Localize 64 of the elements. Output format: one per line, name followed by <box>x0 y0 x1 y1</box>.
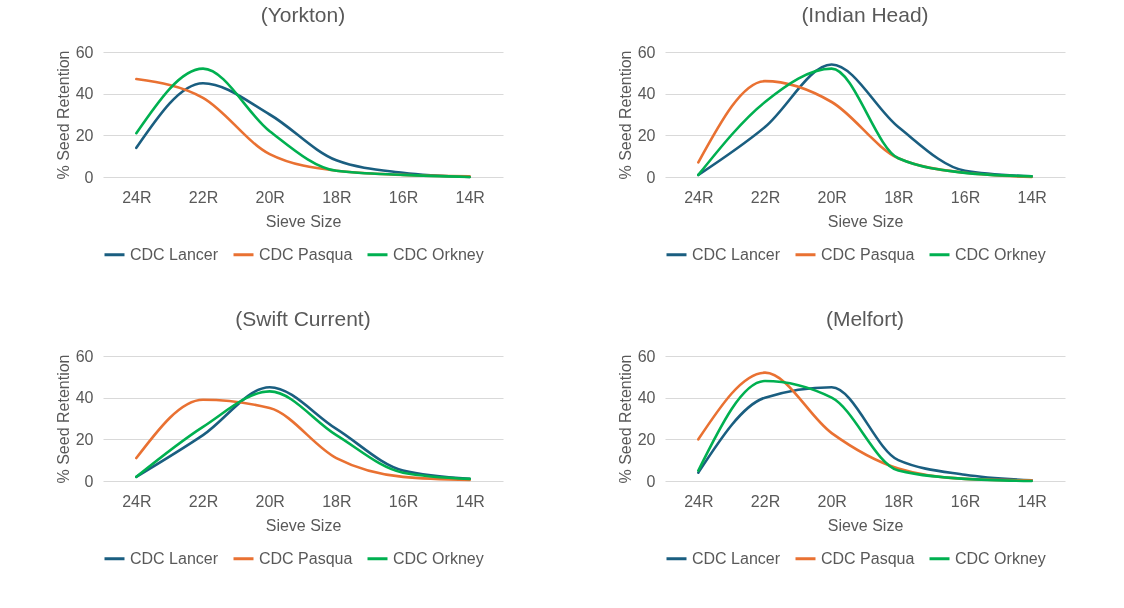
x-tick-label: 14R <box>1016 492 1047 510</box>
y-tick-label: 60 <box>637 43 656 61</box>
y-tick-label: 60 <box>75 43 94 61</box>
x-tick-label: 14R <box>454 492 485 510</box>
y-tick-label: 20 <box>75 430 94 448</box>
y-tick-label: 60 <box>75 347 94 365</box>
y-tick-label: 20 <box>637 126 656 144</box>
legend-label: CDC Pasqua <box>820 245 914 263</box>
x-tick-label: 22R <box>750 492 780 510</box>
y-tick-label: 0 <box>84 472 94 490</box>
y-axis-title: % Seed Retention <box>616 354 634 484</box>
x-tick-label: 18R <box>883 492 914 510</box>
legend-label: CDC Lancer <box>129 549 219 567</box>
x-tick-label: 24R <box>121 492 152 510</box>
x-tick-label: 14R <box>454 188 485 206</box>
x-tick-label: 20R <box>254 492 285 510</box>
x-tick-label: 20R <box>816 492 847 510</box>
chart-title: (Indian Head) <box>800 3 929 26</box>
x-tick-label: 20R <box>816 188 847 206</box>
x-tick-label: 22R <box>188 492 218 510</box>
x-tick-label: 16R <box>950 188 980 206</box>
x-tick-label: 18R <box>321 188 352 206</box>
chart-title: (Swift Current) <box>234 307 371 330</box>
x-axis-title: Sieve Size <box>265 212 341 230</box>
x-tick-label: 24R <box>683 188 714 206</box>
y-axis-title: % Seed Retention <box>616 50 634 180</box>
x-tick-label: 14R <box>1016 188 1047 206</box>
y-tick-label: 0 <box>646 472 656 490</box>
x-tick-label: 22R <box>750 188 780 206</box>
legend-label: CDC Pasqua <box>820 549 914 567</box>
chart-title: (Yorkton) <box>260 3 345 26</box>
x-tick-label: 18R <box>321 492 352 510</box>
legend-label: CDC Pasqua <box>258 549 352 567</box>
y-axis-title: % Seed Retention <box>54 354 72 484</box>
y-tick-label: 40 <box>637 85 656 103</box>
legend-label: CDC Orkney <box>954 549 1046 567</box>
y-tick-label: 60 <box>637 347 656 365</box>
x-tick-label: 16R <box>388 492 418 510</box>
legend-label: CDC Orkney <box>954 245 1046 263</box>
x-tick-label: 20R <box>254 188 285 206</box>
y-tick-label: 0 <box>646 168 656 186</box>
x-tick-label: 16R <box>388 188 418 206</box>
legend-label: CDC Pasqua <box>258 245 352 263</box>
legend-label: CDC Lancer <box>129 245 219 263</box>
x-tick-label: 24R <box>121 188 152 206</box>
y-axis-title: % Seed Retention <box>54 50 72 180</box>
legend-label: CDC Lancer <box>691 245 781 263</box>
y-tick-label: 20 <box>75 126 94 144</box>
chart-title: (Melfort) <box>825 307 904 330</box>
x-tick-label: 22R <box>188 188 218 206</box>
x-axis-title: Sieve Size <box>827 516 903 534</box>
y-tick-label: 0 <box>84 168 94 186</box>
legend-label: CDC Orkney <box>392 245 484 263</box>
y-tick-label: 40 <box>637 389 656 407</box>
y-tick-label: 40 <box>75 85 94 103</box>
x-axis-title: Sieve Size <box>265 516 341 534</box>
x-axis-title: Sieve Size <box>827 212 903 230</box>
y-tick-label: 20 <box>637 430 656 448</box>
x-tick-label: 24R <box>683 492 714 510</box>
x-tick-label: 18R <box>883 188 914 206</box>
legend-label: CDC Orkney <box>392 549 484 567</box>
legend-label: CDC Lancer <box>691 549 781 567</box>
y-tick-label: 40 <box>75 389 94 407</box>
x-tick-label: 16R <box>950 492 980 510</box>
